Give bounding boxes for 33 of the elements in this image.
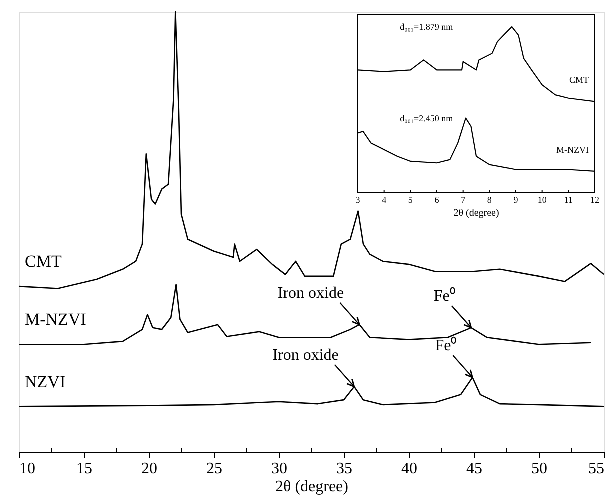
series-label: NZVI xyxy=(25,372,66,392)
x-tick-label: 45 xyxy=(466,460,482,478)
annotation: d₀₀₁=2.450 nm xyxy=(400,113,454,124)
annotation: Iron oxide xyxy=(278,284,344,302)
x-tick-label: 50 xyxy=(532,460,548,478)
series-label: CMT xyxy=(569,75,590,86)
annotation: d₀₀₁=1.879 nm xyxy=(400,22,454,32)
x-tick-label: 9 xyxy=(514,195,519,205)
x-tick-label: 11 xyxy=(564,195,574,205)
x-tick-label: 8 xyxy=(487,195,492,205)
x-tick-label: 7 xyxy=(461,195,466,205)
series-label: M-NZVI xyxy=(556,144,589,155)
x-tick-label: 3 xyxy=(356,195,361,205)
x-tick-label: 12 xyxy=(590,195,600,205)
annotation: Iron oxide xyxy=(272,346,339,364)
x-tick-label: 15 xyxy=(76,460,92,478)
x-tick-label: 25 xyxy=(206,460,222,478)
x-tick-label: 10 xyxy=(20,460,36,478)
annotation: Fe⁰ xyxy=(435,336,458,355)
annotation: Fe⁰ xyxy=(434,286,456,305)
x-axis-title: 2θ (degree) xyxy=(454,208,500,219)
x-tick-label: 5 xyxy=(408,195,414,205)
x-tick-label: 20 xyxy=(142,460,158,478)
x-axis-title: 2θ (degree) xyxy=(276,478,348,496)
x-tick-label: 55 xyxy=(588,460,604,478)
x-tick-label: 10 xyxy=(538,195,548,205)
series-label: CMT xyxy=(25,252,62,272)
x-tick-label: 35 xyxy=(336,460,352,478)
series-label: M-NZVI xyxy=(25,310,87,330)
x-tick-label: 4 xyxy=(382,195,388,205)
x-tick-label: 30 xyxy=(272,460,288,478)
x-tick-label: 40 xyxy=(402,460,418,478)
x-tick-label: 6 xyxy=(434,195,440,205)
